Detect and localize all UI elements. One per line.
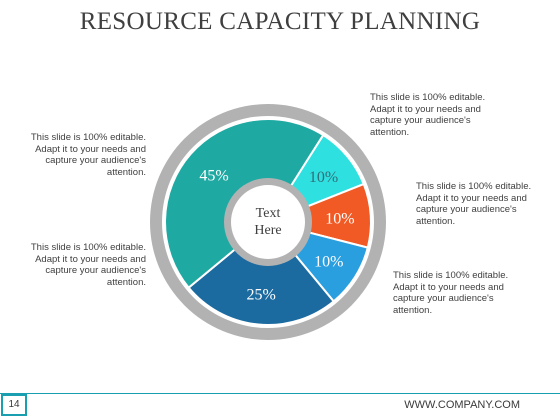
slice-label-0: 10% bbox=[309, 169, 338, 186]
company-url: WWW.COMPANY.COM bbox=[404, 399, 520, 411]
center-hole bbox=[231, 185, 305, 259]
slice-label-1: 10% bbox=[325, 210, 354, 227]
center-label-line1: Text bbox=[256, 206, 281, 221]
page-number: 14 bbox=[1, 394, 27, 416]
donut-slices: 10% 10% 10% 25% 45% bbox=[164, 118, 372, 326]
caption-right-middle: This slide is 100% editable. Adapt it to… bbox=[416, 181, 532, 227]
caption-left-bottom: This slide is 100% editable. Adapt it to… bbox=[30, 242, 146, 288]
center-label-line2: Here bbox=[254, 223, 281, 238]
slice-label-2: 10% bbox=[314, 254, 343, 271]
slice-label-4: 45% bbox=[199, 167, 228, 184]
caption-right-bottom: This slide is 100% editable. Adapt it to… bbox=[393, 270, 509, 316]
caption-left-top: This slide is 100% editable. Adapt it to… bbox=[30, 132, 146, 178]
caption-right-top: This slide is 100% editable. Adapt it to… bbox=[370, 92, 486, 138]
page-title: RESOURCE CAPACITY PLANNING bbox=[79, 8, 481, 35]
slice-label-3: 25% bbox=[247, 287, 276, 304]
footer-divider bbox=[0, 393, 560, 394]
